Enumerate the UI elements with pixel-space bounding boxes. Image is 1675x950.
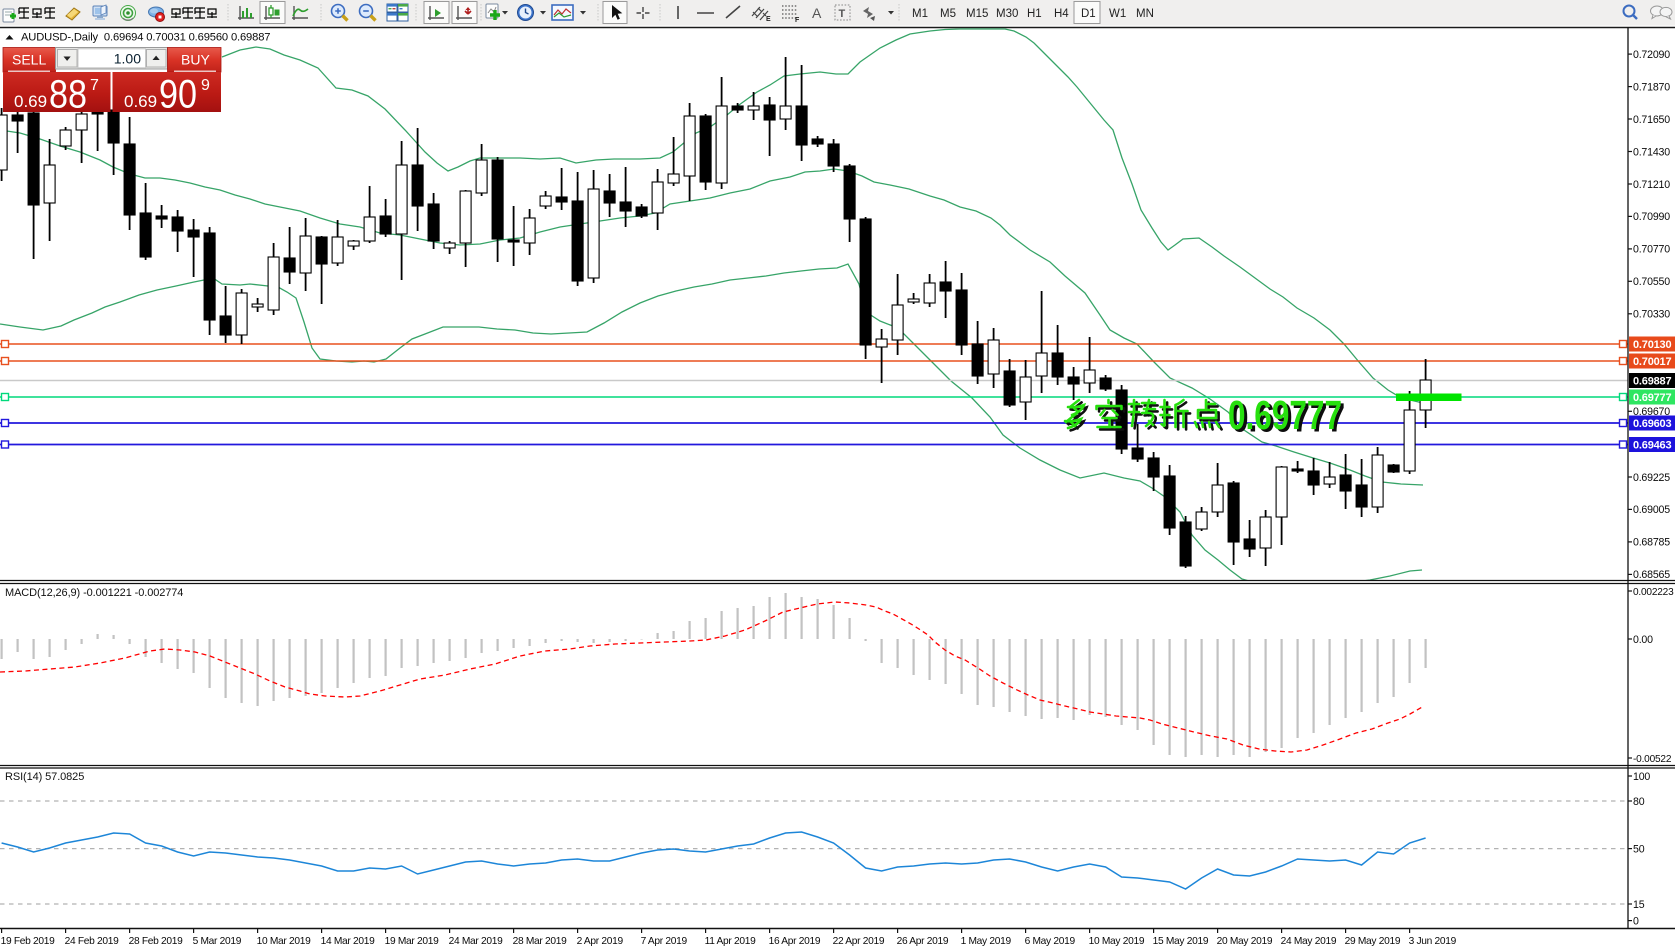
svg-text:0.69670: 0.69670 — [1633, 406, 1670, 418]
svg-text:0.71430: 0.71430 — [1633, 146, 1670, 158]
svg-text:15 May 2019: 15 May 2019 — [1153, 936, 1209, 947]
svg-text:29 May 2019: 29 May 2019 — [1345, 936, 1401, 947]
svg-text:0.69603: 0.69603 — [1633, 418, 1671, 430]
svg-text:T: T — [839, 8, 846, 20]
svg-text:0.70330: 0.70330 — [1633, 309, 1670, 321]
svg-text:W1: W1 — [1109, 8, 1126, 20]
svg-text:M1: M1 — [912, 8, 928, 20]
svg-text:24 Mar 2019: 24 Mar 2019 — [449, 936, 504, 947]
svg-text:0.70990: 0.70990 — [1633, 211, 1670, 223]
svg-text:0.00: 0.00 — [1633, 634, 1653, 646]
svg-text:E: E — [766, 16, 771, 23]
svg-text:D1: D1 — [1081, 8, 1096, 20]
svg-text:7: 7 — [90, 77, 99, 94]
svg-text:AUDUSD-,Daily 0.69694 0.70031: AUDUSD-,Daily 0.69694 0.70031 0.69560 0.… — [21, 32, 270, 44]
svg-text:0.68785: 0.68785 — [1633, 537, 1670, 549]
svg-text:19 Feb 2019: 19 Feb 2019 — [1, 936, 56, 947]
svg-text:7 Apr 2019: 7 Apr 2019 — [641, 936, 688, 947]
svg-text:0.72090: 0.72090 — [1633, 49, 1670, 61]
svg-text:SELL: SELL — [12, 52, 46, 68]
svg-text:28 Mar 2019: 28 Mar 2019 — [513, 936, 568, 947]
svg-text:0.69887: 0.69887 — [1633, 376, 1671, 388]
svg-text:0.71210: 0.71210 — [1633, 179, 1670, 191]
svg-text:H4: H4 — [1054, 8, 1069, 20]
svg-text:0.69: 0.69 — [124, 92, 157, 111]
svg-text:M30: M30 — [996, 8, 1018, 20]
svg-text:11 Apr 2019: 11 Apr 2019 — [705, 936, 757, 947]
svg-text:19 Mar 2019: 19 Mar 2019 — [385, 936, 440, 947]
svg-text:10 May 2019: 10 May 2019 — [1089, 936, 1145, 947]
svg-text:0.70550: 0.70550 — [1633, 276, 1670, 288]
svg-text:50: 50 — [1633, 843, 1645, 855]
svg-text:1.00: 1.00 — [114, 51, 141, 67]
svg-text:F: F — [795, 17, 800, 24]
svg-text:5 Mar 2019: 5 Mar 2019 — [193, 936, 242, 947]
svg-text:M5: M5 — [940, 8, 956, 20]
svg-text:3 Jun 2019: 3 Jun 2019 — [1409, 936, 1457, 947]
svg-text:BUY: BUY — [181, 52, 210, 68]
svg-text:16 Apr 2019: 16 Apr 2019 — [769, 936, 821, 947]
svg-text:1 May 2019: 1 May 2019 — [961, 936, 1012, 947]
svg-text:14 Mar 2019: 14 Mar 2019 — [321, 936, 376, 947]
svg-text:H1: H1 — [1027, 8, 1042, 20]
svg-text:0.002223: 0.002223 — [1633, 587, 1674, 598]
svg-text:20 May 2019: 20 May 2019 — [1217, 936, 1273, 947]
svg-text:28 Feb 2019: 28 Feb 2019 — [129, 936, 184, 947]
svg-text:88: 88 — [49, 73, 87, 117]
svg-text:0.69777: 0.69777 — [1228, 392, 1342, 438]
svg-text:6 May 2019: 6 May 2019 — [1025, 936, 1076, 947]
svg-text:0.69777: 0.69777 — [1633, 392, 1671, 404]
svg-text:M15: M15 — [966, 8, 988, 20]
svg-text:0: 0 — [1633, 915, 1639, 927]
svg-text:26 Apr 2019: 26 Apr 2019 — [897, 936, 949, 947]
svg-text:0.69463: 0.69463 — [1633, 440, 1671, 452]
svg-text:-0.00522: -0.00522 — [1633, 754, 1672, 765]
svg-text:90: 90 — [159, 73, 197, 117]
svg-text:9: 9 — [201, 77, 210, 94]
svg-text:15: 15 — [1633, 899, 1645, 911]
svg-text:A: A — [812, 5, 822, 21]
svg-text:MACD(12,26,9) -0.001221 -0.002: MACD(12,26,9) -0.001221 -0.002774 — [5, 587, 183, 599]
svg-text:0.70130: 0.70130 — [1633, 339, 1671, 351]
svg-text:0.71650: 0.71650 — [1633, 114, 1670, 126]
svg-text:0.71870: 0.71870 — [1633, 81, 1670, 93]
svg-text:0.70017: 0.70017 — [1633, 356, 1671, 368]
svg-text:24 May 2019: 24 May 2019 — [1281, 936, 1337, 947]
svg-text:0.70770: 0.70770 — [1633, 244, 1670, 256]
svg-text:RSI(14) 57.0825: RSI(14) 57.0825 — [5, 771, 84, 783]
svg-text:22 Apr 2019: 22 Apr 2019 — [833, 936, 885, 947]
svg-text:100: 100 — [1633, 771, 1650, 783]
svg-text:10 Mar 2019: 10 Mar 2019 — [257, 936, 312, 947]
svg-text:MN: MN — [1136, 8, 1154, 20]
svg-text:0.69777: 0.69777 — [1231, 395, 1345, 441]
svg-text:0.68565: 0.68565 — [1633, 569, 1670, 581]
svg-text:24 Feb 2019: 24 Feb 2019 — [65, 936, 120, 947]
svg-text:80: 80 — [1633, 796, 1645, 808]
svg-text:0.69: 0.69 — [14, 92, 47, 111]
svg-text:0.69005: 0.69005 — [1633, 504, 1670, 516]
svg-text:0.69225: 0.69225 — [1633, 472, 1670, 484]
svg-text:2 Apr 2019: 2 Apr 2019 — [577, 936, 624, 947]
